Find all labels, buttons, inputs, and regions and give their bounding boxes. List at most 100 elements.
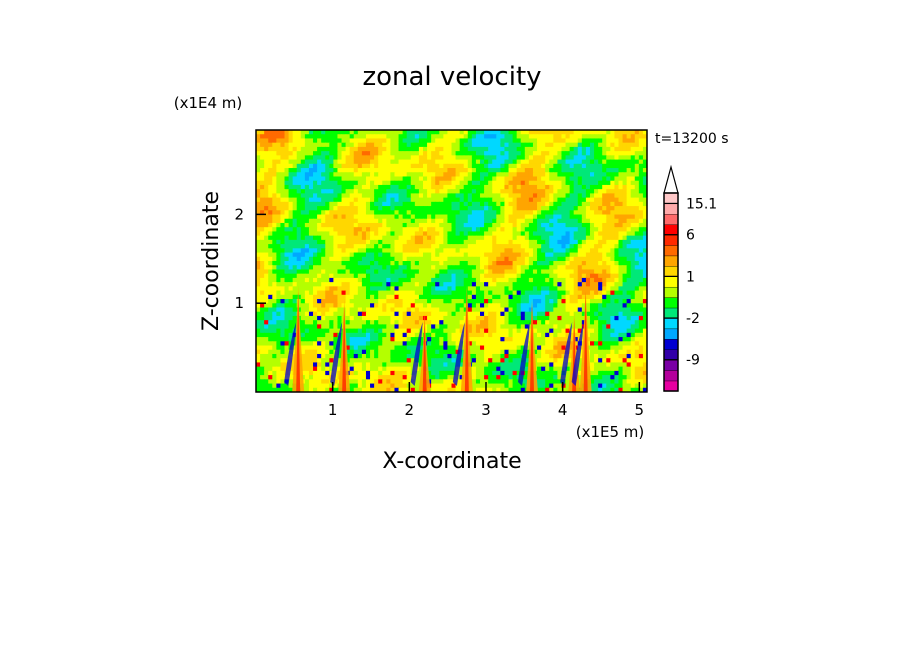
heatmap-cell xyxy=(272,134,277,140)
heatmap-cell xyxy=(451,159,457,165)
heatmap-cell xyxy=(435,265,440,271)
heatmap-cell xyxy=(321,214,326,220)
heatmap-cell xyxy=(264,324,269,330)
heatmap-cell xyxy=(520,277,526,283)
heatmap-cell xyxy=(614,294,620,300)
heatmap-cell xyxy=(598,337,603,342)
heatmap-cell xyxy=(349,273,355,279)
heatmap-cell xyxy=(577,176,583,182)
heatmap-cell xyxy=(308,261,314,266)
heatmap-cell xyxy=(357,328,363,334)
heatmap-cell xyxy=(459,324,465,330)
heatmap-cell xyxy=(516,303,522,309)
heatmap-cell xyxy=(553,214,558,220)
heatmap-cell xyxy=(394,227,400,233)
heatmap-cell xyxy=(532,307,538,313)
heatmap-cell xyxy=(394,172,400,178)
heatmap-cell xyxy=(296,261,302,266)
heatmap-cell xyxy=(492,218,497,224)
heatmap-cell xyxy=(638,218,644,224)
heatmap-cell xyxy=(276,142,282,148)
heatmap-cell xyxy=(471,256,477,262)
heatmap-cell xyxy=(553,218,558,224)
heatmap-cell xyxy=(361,134,367,140)
heatmap-cell xyxy=(475,273,481,279)
heatmap-cell xyxy=(256,172,261,178)
heatmap-cell xyxy=(642,197,647,203)
heatmap-cell xyxy=(439,265,444,271)
heatmap-cell xyxy=(492,307,497,313)
heatmap-cell xyxy=(435,168,440,173)
heatmap-cell xyxy=(528,290,534,296)
heatmap-cell xyxy=(455,201,461,207)
heatmap-cell xyxy=(504,235,510,241)
heatmap-cell xyxy=(463,277,469,283)
heatmap-cell xyxy=(508,218,514,224)
heatmap-cell xyxy=(565,231,571,237)
heatmap-cell xyxy=(386,189,392,194)
heatmap-cell xyxy=(329,252,334,258)
heatmap-cell xyxy=(304,248,310,254)
heatmap-cell xyxy=(520,256,526,262)
heatmap-cell xyxy=(545,168,550,173)
heatmap-cell xyxy=(296,138,302,144)
heatmap-cell xyxy=(630,269,636,275)
heatmap-cell xyxy=(439,163,444,169)
heatmap-cell xyxy=(382,168,387,173)
heatmap-cell xyxy=(390,341,396,347)
heatmap-cell xyxy=(308,337,314,342)
heatmap-cell xyxy=(467,197,473,203)
heatmap-cell xyxy=(642,180,647,186)
heatmap-cell xyxy=(264,180,269,186)
heatmap-cell xyxy=(431,315,436,321)
heatmap-cell xyxy=(512,184,518,190)
heatmap-cell xyxy=(329,315,334,321)
heatmap-cell xyxy=(439,324,444,330)
heatmap-cell xyxy=(300,269,306,275)
heatmap-cell xyxy=(325,180,330,186)
heatmap-cell xyxy=(394,337,400,342)
heatmap-cell xyxy=(508,193,514,199)
heatmap-cell xyxy=(427,172,432,178)
heatmap-cell xyxy=(561,286,567,292)
heatmap-cell xyxy=(345,252,351,258)
heatmap-cell xyxy=(300,222,306,228)
heatmap-cell xyxy=(638,345,644,351)
heatmap-cell xyxy=(614,130,620,135)
heatmap-cell xyxy=(516,159,522,165)
heatmap-cell xyxy=(394,184,400,190)
heatmap-cell xyxy=(451,277,457,283)
heatmap-cell xyxy=(496,303,501,309)
heatmap-cell xyxy=(390,227,396,233)
heatmap-cell xyxy=(508,303,514,309)
heatmap-cell xyxy=(349,299,355,304)
heatmap-cell xyxy=(581,227,587,233)
heatmap-cell xyxy=(382,290,387,296)
heatmap-cell xyxy=(325,332,330,338)
heatmap-cell xyxy=(549,214,554,220)
heatmap-cell xyxy=(500,159,506,165)
heatmap-cell xyxy=(549,324,554,330)
heatmap-cell xyxy=(561,222,567,228)
heatmap-cell xyxy=(602,130,607,135)
heatmap-cell xyxy=(500,210,506,216)
heatmap-cell xyxy=(459,248,465,254)
heatmap-cell xyxy=(598,180,603,186)
heatmap-cell xyxy=(317,146,322,152)
heatmap-cell xyxy=(553,159,558,165)
heatmap-cell xyxy=(422,180,428,186)
heatmap-cell xyxy=(272,222,277,228)
heatmap-cell xyxy=(374,307,379,313)
heatmap-cell xyxy=(524,294,530,300)
heatmap-cell xyxy=(304,277,310,283)
heatmap-cell xyxy=(349,248,355,254)
heatmap-cell xyxy=(581,189,587,194)
heatmap-cell xyxy=(598,239,603,245)
heatmap-cell xyxy=(276,320,282,325)
heatmap-cell xyxy=(325,146,330,152)
heatmap-cell xyxy=(475,235,481,241)
heatmap-cell xyxy=(500,341,506,347)
heatmap-cell xyxy=(488,189,493,194)
heatmap-cell xyxy=(484,337,489,342)
heatmap-cell xyxy=(353,172,359,178)
